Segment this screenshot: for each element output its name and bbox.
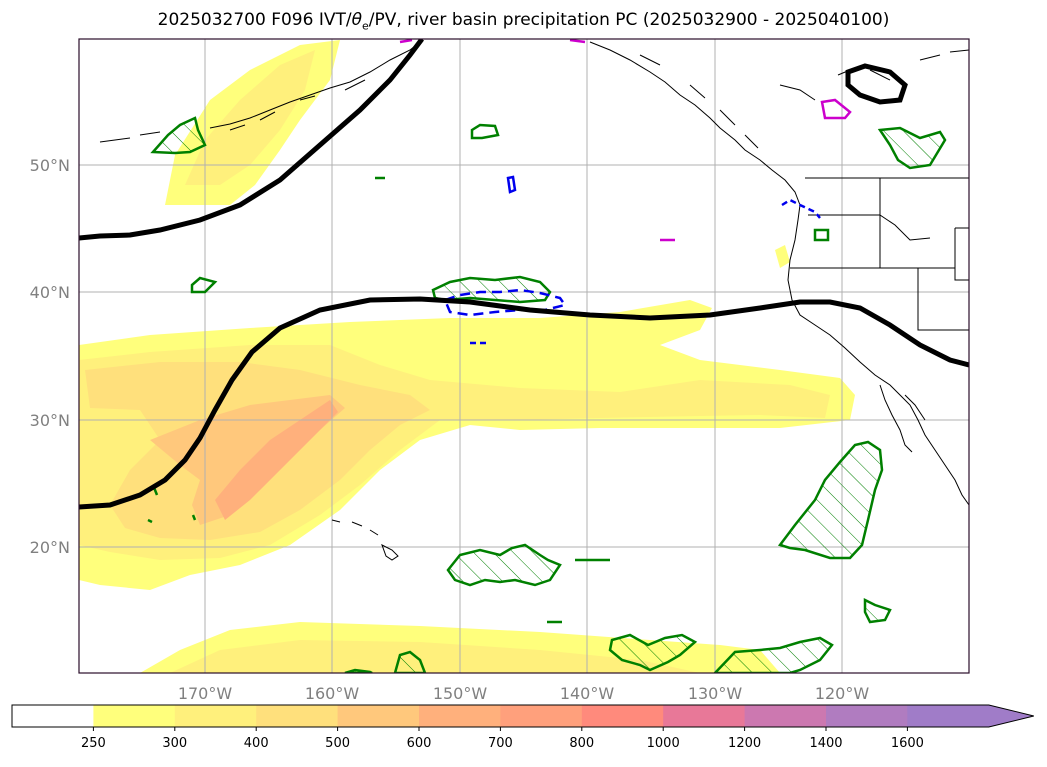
- colorbar-tick-label: 700: [488, 736, 513, 751]
- ivt-band-600: [215, 400, 338, 520]
- colorbar-tick-label: 1000: [647, 736, 680, 751]
- lon-label: 160°W: [305, 684, 360, 703]
- theta-e-contour-main: [79, 296, 969, 510]
- colorbar-tick-label: 600: [407, 736, 432, 751]
- state-borders: [790, 178, 969, 331]
- lat-label: 40°N: [30, 283, 70, 302]
- colorbar-tick-label: 300: [162, 736, 187, 751]
- colorbar-swatch: [419, 705, 501, 727]
- colorbar-tick-label: 1200: [728, 736, 761, 751]
- colorbar-tick-label: 500: [325, 736, 350, 751]
- map-frame: [78, 38, 970, 674]
- ivt-small-patch-east: [775, 245, 790, 268]
- colorbar-extend-arrow: [907, 705, 1034, 727]
- colorbar-swatches: [11, 704, 1034, 728]
- alaska-bc-coast: [589, 41, 969, 506]
- lat-label: 20°N: [30, 538, 70, 557]
- lon-label: 120°W: [815, 684, 870, 703]
- colorbar-swatch: [581, 705, 664, 727]
- ivt-band-south-inner: [170, 640, 700, 673]
- title-theta-symbol: θ: [351, 10, 362, 30]
- theta-e-contours: [79, 39, 969, 510]
- theta-e-contour-ne-loop: [845, 63, 908, 105]
- latitude-labels: 50°N 40°N 30°N 20°N: [30, 156, 70, 557]
- colorbar-swatch: [744, 705, 827, 727]
- colorbar-swatch: [500, 705, 583, 727]
- baja-california: [879, 384, 926, 453]
- lon-label: 170°W: [178, 684, 233, 703]
- colorbar-swatch: [663, 705, 746, 727]
- lon-label: 140°W: [560, 684, 615, 703]
- colorbar: 250 300 400 500 600 700 800 1000 1200 1400 1600: [11, 704, 1034, 751]
- lon-label: 150°W: [433, 684, 488, 703]
- colorbar-tick-labels: 250 300 400 500 600 700 800 1000 1200 1400 1600: [81, 727, 924, 751]
- colorbar-swatch: [93, 705, 176, 727]
- lat-label: 30°N: [30, 411, 70, 430]
- colorbar-swatch: [256, 705, 339, 727]
- colorbar-swatch: [12, 705, 94, 727]
- lon-label: 130°W: [688, 684, 743, 703]
- pv-contours: [399, 39, 852, 242]
- colorbar-outline: [11, 704, 1034, 728]
- title-suffix: /PV, river basin precipitation PC (20250…: [368, 10, 890, 30]
- colorbar-tick-label: 400: [244, 736, 269, 751]
- lat-label: 50°N: [30, 156, 70, 175]
- theta-e-contour-north: [79, 39, 424, 241]
- hawaiian-islands: [331, 519, 399, 561]
- colorbar-tick-label: 1400: [809, 736, 842, 751]
- aleutian-islands: [99, 41, 421, 143]
- colorbar-tick-label: 800: [569, 736, 594, 751]
- figure-title: 2025032700 F096 IVT/θe/PV, river basin p…: [0, 10, 1047, 32]
- title-theta-subscript: e: [362, 19, 369, 33]
- title-prefix: 2025032700 F096 IVT/: [157, 10, 352, 30]
- coastlines: [99, 41, 969, 561]
- colorbar-swatch: [174, 705, 257, 727]
- colorbar-swatch: [337, 705, 420, 727]
- colorbar-tick-label: 1600: [891, 736, 924, 751]
- precip-pc-negative-contours: [443, 175, 821, 345]
- colorbar-swatch: [826, 705, 908, 727]
- longitude-labels: 170°W 160°W 150°W 140°W 130°W 120°W: [178, 684, 870, 703]
- colorbar-tick-label: 250: [81, 736, 106, 751]
